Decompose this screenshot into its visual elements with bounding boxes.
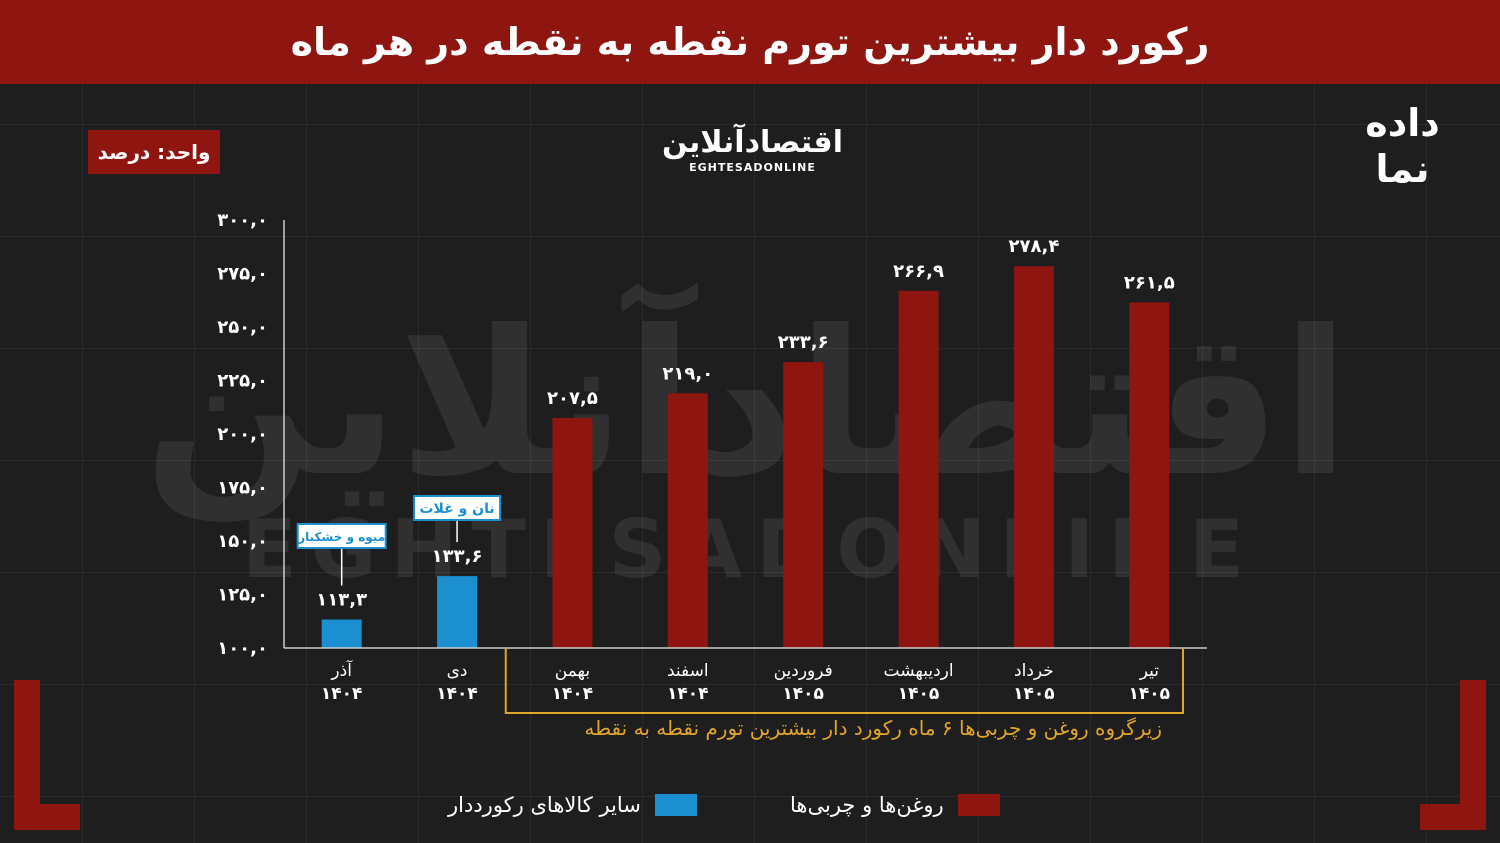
x-tick-month: اردیبهشت <box>884 661 954 681</box>
logo-en-text: EGHTESADONLINE <box>689 161 816 174</box>
bar-fats <box>1129 302 1170 648</box>
x-tick-year: ۱۴۰۵ <box>1129 684 1171 704</box>
legend-others: سایر کالاهای رکورددار <box>448 790 697 820</box>
unit-badge: واحد: درصد <box>88 130 220 174</box>
x-tick-year: ۱۴۰۵ <box>1013 684 1055 704</box>
x-tick-month: خرداد <box>1014 661 1054 681</box>
y-tick-label: ۱۲۵,۰ <box>217 585 268 606</box>
y-tick-label: ۲۷۵,۰ <box>217 264 268 285</box>
x-tick-month: آذر <box>330 659 353 681</box>
bar-fats <box>898 290 939 648</box>
bar-fats <box>552 417 593 648</box>
bar-fats <box>667 393 708 648</box>
x-tick-year: ۱۴۰۴ <box>667 684 709 704</box>
annotations: میوه و خشکبار نان و غلات <box>296 495 502 586</box>
annotation-label: میوه و خشکبار <box>297 530 385 545</box>
x-tick-month: دی <box>447 661 468 681</box>
x-tick-year: ۱۴۰۵ <box>782 684 824 704</box>
corner-bottom-right-horizontal <box>1420 804 1486 830</box>
annotation-label: نان و غلات <box>419 501 494 517</box>
dadenama-logo: داده نما <box>1340 100 1465 205</box>
annotation-box <box>413 495 502 521</box>
x-tick-month: اسفند <box>667 661 709 681</box>
x-tick-year: ۱۴۰۵ <box>898 684 940 704</box>
legend-fats-label: روغن‌ها و چربی‌ها <box>790 793 944 817</box>
highlight-note: زیرگروه روغن و چربی‌ها ۶ ماه رکورد دار ب… <box>584 716 1162 740</box>
y-tick-label: ۲۰۰,۰ <box>217 424 268 445</box>
bar-value-label: ۲۱۹,۰ <box>662 363 713 384</box>
legend-others-swatch <box>654 794 697 816</box>
y-tick-label: ۲۵۰,۰ <box>217 317 268 338</box>
brand-line2: نما <box>1375 147 1430 191</box>
bar-value-label: ۲۶۱,۵ <box>1124 272 1175 293</box>
bar-fats <box>1013 266 1054 648</box>
x-tick-year: ۱۴۰۴ <box>321 684 363 704</box>
bar-value-label: ۲۳۳,۶ <box>778 332 829 353</box>
bar-value-label: ۱۱۳,۳ <box>316 590 367 611</box>
background-grid <box>0 84 1500 843</box>
corner-bottom-left-horizontal <box>14 804 80 830</box>
x-tick-month: بهمن <box>555 661 590 681</box>
bar-others <box>321 619 362 648</box>
x-tick-year: ۱۴۰۴ <box>436 684 478 704</box>
y-tick-label: ۱۰۰,۰ <box>217 638 268 659</box>
brand-line1: داده <box>1365 101 1440 145</box>
page-title: رکورد دار بیشترین تورم نقطه به نقطه در ه… <box>290 20 1210 64</box>
eghtesadonline-logo: اقتصادآنلاین EGHTESADONLINE <box>660 125 845 185</box>
legend-fats: روغن‌ها و چربی‌ها <box>790 790 1000 820</box>
bar-value-label: ۲۰۷,۵ <box>547 388 598 409</box>
y-tick-label: ۱۷۵,۰ <box>217 478 268 499</box>
bar-fats <box>783 362 824 648</box>
highlight-box <box>504 648 1184 714</box>
annotation-box <box>296 523 387 549</box>
x-tick-month: تیر <box>1139 661 1160 681</box>
y-axis: ۱۰۰,۰ ۱۲۵,۰ ۱۵۰,۰ ۱۷۵,۰ ۲۰۰,۰ ۲۲۵,۰ ۲۵۰,۰ ۲۷۵,۰… <box>217 210 285 659</box>
bar-others <box>437 576 478 648</box>
bar-value-label: ۲۶۶,۹ <box>893 261 944 282</box>
legend-fats-swatch <box>957 794 1000 816</box>
header-bar: رکورد دار بیشترین تورم نقطه به نقطه در ه… <box>0 0 1500 84</box>
x-tick-year: ۱۴۰۴ <box>552 684 594 704</box>
x-tick-month: فروردین <box>774 661 833 681</box>
y-tick-label: ۳۰۰,۰ <box>217 210 268 231</box>
legend-others-label: سایر کالاهای رکورددار <box>448 793 641 817</box>
bar-value-label: ۱۳۳,۶ <box>432 546 483 567</box>
y-tick-label: ۱۵۰,۰ <box>217 531 268 552</box>
x-axis: آذر ۱۴۰۴ دی ۱۴۰۴ بهمن ۱۴۰۴ اسفند ۱۴۰۴ فروردین ۱۴۰… <box>284 647 1207 714</box>
bar-value-label: ۲۷۸,۴ <box>1009 236 1060 257</box>
bars: ۱۱۳,۳ ۱۳۳,۶ ۲۰۷,۵ ۲۱۹,۰ ۲۳۳,۶ ۲۶۶,۹ ۲۷۸,۴ ۲۶۱,۵ <box>316 236 1175 648</box>
logo-fa-text: اقتصادآنلاین <box>662 125 843 160</box>
y-tick-label: ۲۲۵,۰ <box>217 371 268 392</box>
